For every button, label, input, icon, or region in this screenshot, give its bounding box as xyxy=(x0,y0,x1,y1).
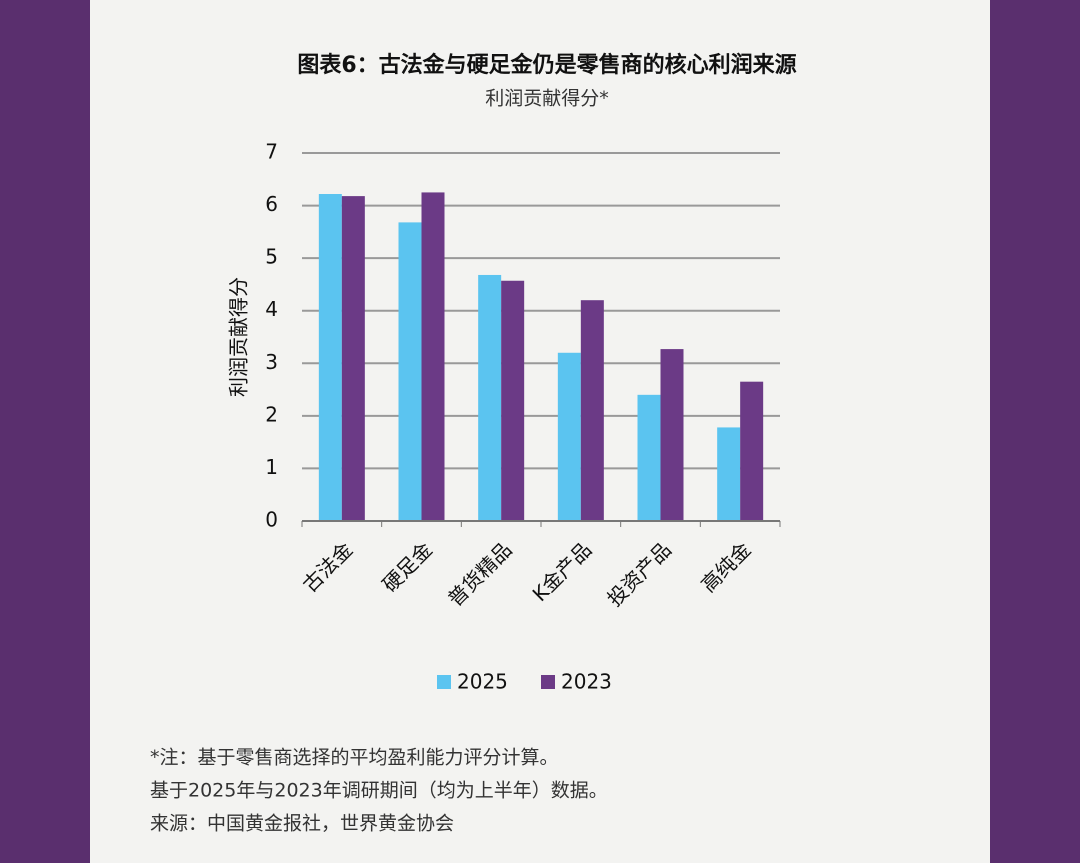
bar xyxy=(478,274,502,521)
legend-swatch xyxy=(437,675,451,689)
bar xyxy=(740,381,764,521)
bar xyxy=(580,300,604,521)
y-tick-label: 2 xyxy=(265,402,278,426)
y-axis-title: 利润贡献得分 xyxy=(227,277,251,397)
footnote: *注：基于零售商选择的平均盈利能力评分计算。 xyxy=(150,747,559,769)
y-tick-label: 0 xyxy=(265,508,278,532)
y-tick-label: 5 xyxy=(265,245,278,269)
chart-subtitle: 利润贡献得分* xyxy=(485,88,609,110)
bar xyxy=(341,196,365,521)
bar xyxy=(717,427,741,521)
bar xyxy=(637,394,661,521)
y-tick-label: 4 xyxy=(265,297,278,321)
bar xyxy=(501,280,525,521)
bar xyxy=(557,352,581,521)
y-tick-label: 3 xyxy=(265,350,278,374)
legend-label: 2023 xyxy=(561,670,612,694)
paper xyxy=(90,0,990,863)
bar xyxy=(398,222,422,521)
legend-swatch xyxy=(541,675,555,689)
footnote: 来源：中国黄金报社，世界黄金协会 xyxy=(150,813,454,835)
chart-title: 图表6：古法金与硬足金仍是零售商的核心利润来源 xyxy=(297,52,796,78)
y-tick-label: 7 xyxy=(265,140,278,164)
bar xyxy=(660,349,684,521)
legend-label: 2025 xyxy=(457,670,508,694)
y-tick-label: 6 xyxy=(265,192,278,216)
bar xyxy=(421,192,445,521)
y-tick-label: 1 xyxy=(265,455,278,479)
bar xyxy=(318,194,342,521)
footnote: 基于2025年与2023年调研期间（均为上半年）数据。 xyxy=(150,780,608,802)
